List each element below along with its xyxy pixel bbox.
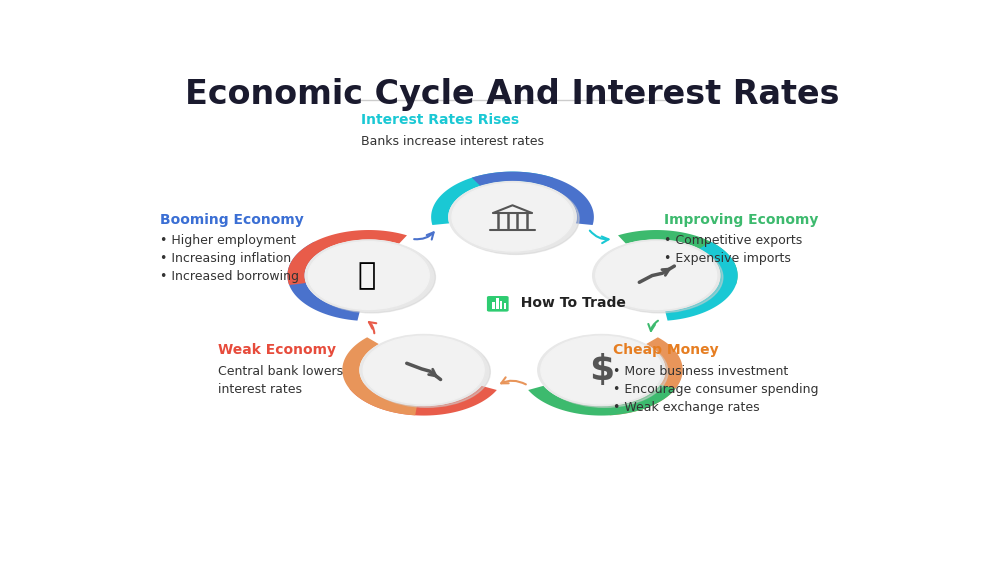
Text: $: $ <box>589 353 614 387</box>
Text: Economic Cycle And Interest Rates: Economic Cycle And Interest Rates <box>185 78 840 111</box>
Text: Banks increase interest rates: Banks increase interest rates <box>361 135 544 148</box>
Circle shape <box>363 336 490 407</box>
Circle shape <box>305 240 432 311</box>
Text: Cheap Money: Cheap Money <box>613 343 719 357</box>
FancyArrowPatch shape <box>501 377 526 385</box>
Circle shape <box>308 242 429 309</box>
Text: Interest Rates Rises: Interest Rates Rises <box>361 113 520 127</box>
Circle shape <box>452 184 573 251</box>
FancyBboxPatch shape <box>504 303 506 310</box>
FancyBboxPatch shape <box>487 296 509 312</box>
Polygon shape <box>472 172 594 225</box>
FancyArrowPatch shape <box>590 231 609 243</box>
Text: How To Trade: How To Trade <box>511 296 626 310</box>
Text: 👍: 👍 <box>357 261 376 290</box>
Circle shape <box>449 182 576 253</box>
FancyBboxPatch shape <box>496 298 499 310</box>
Polygon shape <box>431 172 553 225</box>
Text: Booming Economy: Booming Economy <box>160 213 304 227</box>
Text: • More business investment
• Encourage consumer spending
• Weak exchange rates: • More business investment • Encourage c… <box>613 364 819 413</box>
Circle shape <box>360 334 487 405</box>
Circle shape <box>593 240 720 311</box>
Text: Improving Economy: Improving Economy <box>664 213 818 227</box>
Circle shape <box>596 242 723 313</box>
Polygon shape <box>287 230 407 285</box>
Circle shape <box>541 336 668 407</box>
Polygon shape <box>608 337 683 415</box>
Circle shape <box>596 242 717 309</box>
FancyArrowPatch shape <box>369 322 376 333</box>
Polygon shape <box>287 242 360 320</box>
FancyArrowPatch shape <box>414 233 434 239</box>
Circle shape <box>452 184 579 254</box>
Circle shape <box>363 336 484 404</box>
Text: • Competitive exports
• Expensive imports: • Competitive exports • Expensive import… <box>664 234 802 266</box>
Polygon shape <box>342 337 417 415</box>
Text: • Higher employment
• Increasing inflation
• Increased borrowing: • Higher employment • Increasing inflati… <box>160 234 299 283</box>
FancyBboxPatch shape <box>492 302 495 310</box>
FancyArrowPatch shape <box>648 321 658 331</box>
Circle shape <box>541 336 662 404</box>
Polygon shape <box>618 230 738 285</box>
Polygon shape <box>528 385 676 415</box>
Text: Central bank lowers
interest rates: Central bank lowers interest rates <box>218 364 343 396</box>
Circle shape <box>538 334 665 405</box>
Polygon shape <box>349 385 497 415</box>
Polygon shape <box>665 242 738 320</box>
Circle shape <box>308 242 435 313</box>
FancyBboxPatch shape <box>500 301 502 310</box>
Text: Weak Economy: Weak Economy <box>218 343 336 357</box>
